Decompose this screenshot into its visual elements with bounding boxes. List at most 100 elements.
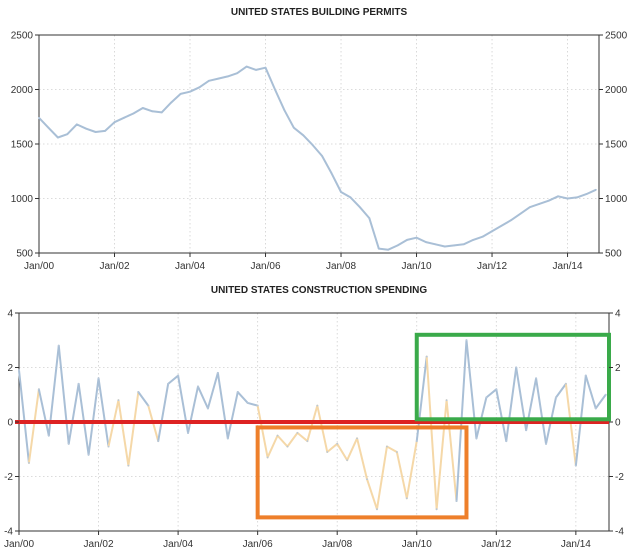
data-point [395, 451, 398, 453]
data-point [585, 193, 588, 196]
data-point [123, 116, 125, 119]
data-point [226, 437, 229, 440]
data-point [160, 111, 163, 114]
data-point [217, 77, 220, 80]
series-segment-positive [554, 382, 567, 399]
data-point [189, 90, 191, 93]
x-tick-label: Jan/04 [175, 261, 205, 272]
series-segment-negative [435, 399, 448, 511]
series-segment-positive [584, 374, 597, 410]
data-point [557, 195, 560, 198]
data-point [356, 437, 358, 440]
y-tick-label-left: -2 [4, 472, 13, 483]
series-segment-negative [27, 388, 40, 464]
y-tick-label-right: 2500 [605, 31, 628, 42]
data-point [510, 219, 512, 222]
data-point [405, 497, 408, 500]
series-segment-positive [37, 388, 50, 437]
data-point [87, 453, 90, 456]
y-tick-label-right: 500 [605, 249, 622, 260]
series-segment-positive [226, 391, 239, 440]
data-point [386, 445, 388, 448]
data-point [266, 456, 269, 459]
data-point [445, 399, 448, 402]
data-point [236, 391, 239, 393]
y-tick-label-right: -4 [615, 527, 624, 538]
x-tick-label: Jan/06 [243, 539, 273, 550]
data-point [547, 199, 550, 202]
series-segment-positive [77, 382, 90, 456]
data-point [443, 245, 446, 248]
series-segment-negative [564, 382, 577, 467]
data-point [296, 432, 299, 434]
series-segment-negative [276, 434, 289, 448]
data-point [505, 440, 508, 442]
series-segment-positive [177, 374, 190, 434]
series-segment-negative [385, 445, 398, 453]
series-segment-positive [495, 388, 508, 443]
data-point [475, 437, 478, 440]
construction-spending-chart: UNITED STATES CONSTRUCTION SPENDING Jan/… [4, 285, 624, 550]
data-point [66, 133, 69, 136]
data-point [528, 206, 531, 209]
data-point [326, 451, 329, 453]
x-tick-label: Jan/02 [99, 261, 129, 272]
series-segment-negative [117, 399, 130, 467]
series-line-building-permits [38, 65, 597, 251]
data-point [187, 432, 189, 434]
series-segment-negative [356, 437, 369, 481]
data-point [330, 172, 333, 175]
data-point [346, 459, 349, 462]
data-point [545, 442, 547, 445]
series-segment-positive [187, 385, 199, 434]
series-segment-positive [246, 401, 259, 407]
data-point [207, 79, 210, 82]
data-point [94, 131, 97, 133]
data-point [434, 243, 437, 246]
data-point [377, 247, 380, 250]
data-point [336, 442, 339, 445]
y-tick-label-right: 2000 [605, 85, 628, 96]
series-segment-positive [216, 371, 229, 440]
series-segment-positive [87, 377, 100, 456]
series-segment-positive [196, 385, 209, 410]
data-point [465, 339, 468, 342]
data-point [500, 224, 503, 227]
y-tick-label-right: 4 [615, 309, 621, 320]
data-point [495, 388, 498, 391]
tick-labels: Jan/00 Jan/02 Jan/04 Jan/06 Jan/08 Jan/10 Jan/… [11, 31, 628, 273]
data-point [113, 121, 116, 124]
data-point [197, 385, 199, 388]
series-segment-positive [157, 382, 170, 443]
data-point [415, 440, 418, 442]
data-point [255, 68, 257, 71]
y-tick-label-right: -2 [615, 472, 624, 483]
series-segment-negative [286, 431, 299, 448]
data-point [292, 126, 295, 129]
data-point [462, 243, 465, 246]
data-point [167, 382, 170, 385]
data-point [198, 86, 201, 89]
data-point [366, 478, 368, 481]
x-tick-label: Jan/14 [561, 539, 591, 550]
data-point [491, 230, 493, 233]
x-tick-label: Jan/12 [481, 539, 511, 550]
series-segment-positive [137, 391, 150, 407]
data-point [170, 101, 173, 104]
data-point [147, 404, 150, 407]
data-point [283, 109, 286, 112]
data-point [574, 464, 577, 467]
data-point [97, 377, 100, 380]
data-point [455, 500, 458, 502]
annotations [15, 332, 611, 520]
data-point [207, 407, 209, 410]
chart-title: UNITED STATES CONSTRUCTION SPENDING [211, 285, 428, 296]
y-tick-label-right: 2 [615, 363, 621, 374]
data-point [306, 440, 309, 442]
data-point [368, 217, 371, 220]
series-segment-negative [336, 442, 349, 462]
x-tick-label: Jan/08 [326, 261, 356, 272]
building-permits-chart: UNITED STATES BUILDING PERMITS Jan/00 Jan… [11, 7, 628, 272]
data-point [453, 244, 456, 247]
y-tick-label-left: 1000 [11, 194, 34, 205]
